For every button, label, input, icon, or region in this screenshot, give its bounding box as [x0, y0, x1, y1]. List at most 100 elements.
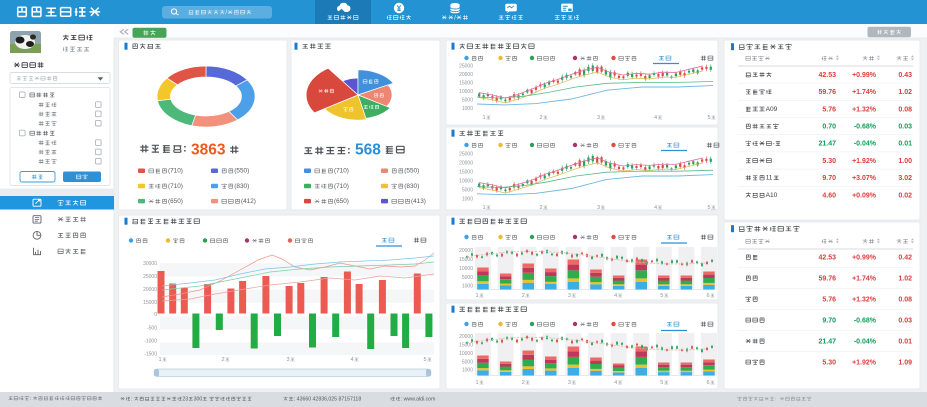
- svg-text:300: 300: [194, 396, 203, 402]
- svg-text:6: 6: [707, 293, 710, 299]
- svg-text:5.76: 5.76: [822, 106, 836, 113]
- svg-text:1000: 1000: [462, 197, 473, 203]
- svg-text:(550): (550): [234, 168, 249, 175]
- svg-text:+1.74%: +1.74%: [852, 89, 877, 96]
- svg-text:: 43660 42836,025 87157118: : 43660 42836,025 87157118: [294, 396, 362, 402]
- svg-text:(413): (413): [411, 198, 426, 205]
- svg-text:0.02: 0.02: [898, 192, 912, 199]
- svg-text:/: /: [454, 14, 456, 21]
- svg-text:A09: A09: [766, 106, 778, 113]
- svg-text:0.42: 0.42: [898, 254, 912, 261]
- svg-text:4: 4: [614, 380, 617, 386]
- svg-text:·: ·: [775, 396, 777, 402]
- svg-text:3: 3: [597, 205, 600, 211]
- svg-text:2: 2: [540, 115, 543, 121]
- svg-text:/: /: [225, 10, 227, 16]
- svg-text:20000: 20000: [459, 334, 473, 340]
- svg-text:1.02: 1.02: [898, 89, 912, 96]
- svg-text:15000: 15000: [143, 300, 157, 306]
- svg-text:5000: 5000: [462, 188, 473, 194]
- svg-text:6: 6: [707, 380, 710, 386]
- svg-text:5.30: 5.30: [822, 359, 836, 366]
- svg-text:+1.32%: +1.32%: [852, 296, 877, 303]
- svg-text:-500: -500: [147, 325, 157, 331]
- svg-text:1000: 1000: [462, 367, 473, 373]
- svg-text:A10: A10: [766, 192, 778, 199]
- svg-text:10000: 10000: [459, 89, 473, 95]
- svg-text:1.02: 1.02: [898, 275, 912, 282]
- svg-text:4: 4: [351, 357, 354, 363]
- svg-text:5: 5: [708, 205, 711, 211]
- svg-text:42.53: 42.53: [818, 254, 836, 261]
- svg-text::: :: [183, 143, 187, 155]
- svg-text:11: 11: [766, 175, 773, 182]
- svg-text:20000: 20000: [459, 72, 473, 78]
- svg-text:25000: 25000: [459, 152, 473, 158]
- svg-text:-: -: [773, 140, 775, 147]
- svg-text:1: 1: [483, 115, 486, 121]
- svg-text:-0.68%: -0.68%: [854, 317, 877, 324]
- svg-text:+0.09%: +0.09%: [852, 192, 877, 199]
- svg-text::: :: [30, 396, 31, 402]
- svg-text:(710): (710): [168, 168, 183, 175]
- svg-text:0.08: 0.08: [898, 106, 912, 113]
- svg-text:15000: 15000: [459, 81, 473, 87]
- svg-text:0.03: 0.03: [898, 317, 912, 324]
- svg-text:25000: 25000: [459, 64, 473, 70]
- svg-text:1.00: 1.00: [898, 158, 912, 165]
- svg-text:5000: 5000: [462, 359, 473, 365]
- svg-text:3.02: 3.02: [898, 175, 912, 182]
- svg-text:4.60: 4.60: [822, 192, 836, 199]
- svg-text::: :: [347, 145, 351, 157]
- svg-text:3: 3: [597, 115, 600, 121]
- svg-text:0.01: 0.01: [898, 141, 912, 148]
- svg-text:+1.92%: +1.92%: [852, 359, 877, 366]
- svg-text:21.47: 21.47: [818, 338, 836, 345]
- svg-text:(412): (412): [241, 198, 256, 205]
- svg-text:3: 3: [568, 293, 571, 299]
- svg-text:568: 568: [355, 142, 381, 159]
- svg-text:30000: 30000: [143, 261, 157, 267]
- svg-text:(830): (830): [404, 183, 419, 190]
- svg-text:(710): (710): [168, 183, 183, 190]
- svg-text:: www.aldi.com: : www.aldi.com: [401, 396, 436, 402]
- svg-text:4: 4: [654, 115, 657, 121]
- svg-text:5.76: 5.76: [822, 296, 836, 303]
- svg-text:10000: 10000: [459, 266, 473, 272]
- svg-text:0.01: 0.01: [898, 338, 912, 345]
- svg-text:9.70: 9.70: [822, 317, 836, 324]
- svg-text:0.08: 0.08: [898, 296, 912, 303]
- svg-text:2: 2: [522, 293, 525, 299]
- svg-text:+1.32%: +1.32%: [852, 106, 877, 113]
- svg-text:-1500: -1500: [144, 351, 157, 357]
- svg-text:(550): (550): [404, 168, 419, 175]
- svg-text:15000: 15000: [459, 170, 473, 176]
- svg-text:1000: 1000: [462, 283, 473, 289]
- svg-text:15000: 15000: [459, 342, 473, 348]
- svg-text:25000: 25000: [143, 274, 157, 280]
- svg-text:59.76: 59.76: [818, 275, 836, 282]
- svg-text:-0.04%: -0.04%: [854, 141, 877, 148]
- svg-text:20000: 20000: [459, 161, 473, 167]
- svg-text:5.30: 5.30: [822, 158, 836, 165]
- svg-text:5000: 5000: [462, 98, 473, 104]
- svg-text:15000: 15000: [459, 257, 473, 263]
- svg-text:3: 3: [568, 380, 571, 386]
- svg-text:(650): (650): [168, 198, 183, 205]
- svg-text:1: 1: [483, 205, 486, 211]
- svg-text:59.76: 59.76: [818, 89, 836, 96]
- svg-text:1: 1: [159, 357, 162, 363]
- svg-text:0.70: 0.70: [822, 124, 836, 131]
- svg-text:5: 5: [660, 380, 663, 386]
- svg-text:1: 1: [476, 293, 479, 299]
- svg-text:5: 5: [708, 115, 711, 121]
- svg-text:2: 2: [540, 205, 543, 211]
- svg-text:5: 5: [424, 357, 427, 363]
- svg-text:2: 2: [222, 357, 225, 363]
- svg-text:(830): (830): [234, 183, 249, 190]
- svg-text:10000: 10000: [459, 179, 473, 185]
- svg-text:1: 1: [476, 380, 479, 386]
- svg-text::: :: [131, 396, 132, 402]
- svg-text:10000: 10000: [459, 351, 473, 357]
- svg-text:(650): (650): [334, 198, 349, 205]
